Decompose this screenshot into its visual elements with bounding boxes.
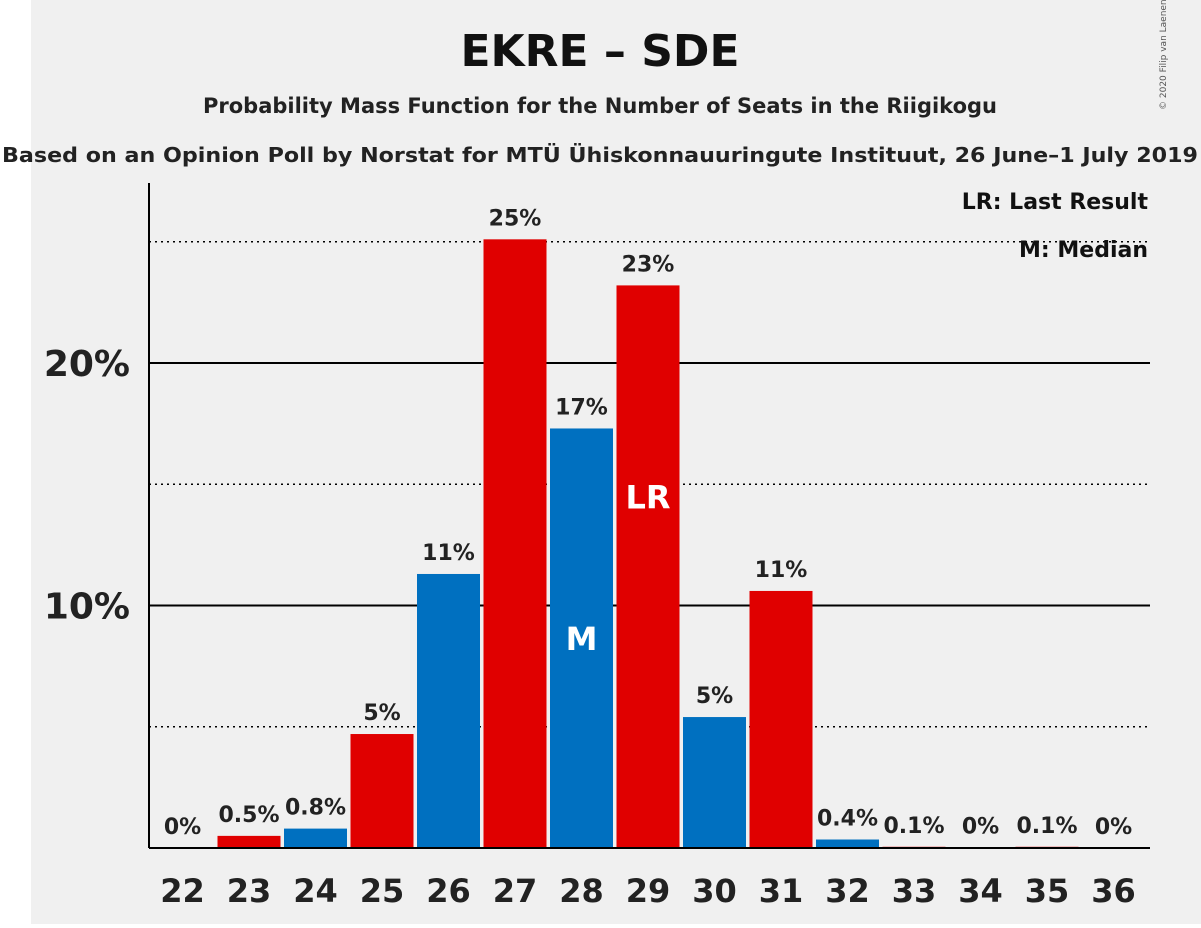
x-tick-label-32: 32 — [825, 872, 870, 910]
bar-29 — [617, 285, 680, 848]
data-label-35: 0.1% — [1016, 814, 1077, 839]
data-label-26: 11% — [422, 541, 475, 566]
chart-title: EKRE – SDE — [461, 26, 740, 77]
chart-source: Based on an Opinion Poll by Norstat for … — [2, 143, 1198, 167]
copyright-note: © 2020 Filip van Laenen — [1159, 0, 1169, 110]
data-label-22: 0% — [164, 815, 201, 840]
marker-m: M — [566, 620, 598, 658]
bar-31 — [750, 591, 813, 848]
x-tick-label-24: 24 — [293, 872, 338, 910]
y-tick-label: 10% — [44, 587, 130, 628]
bar-25 — [351, 734, 414, 848]
chart-subtitle: Probability Mass Function for the Number… — [203, 94, 997, 118]
x-tick-label-23: 23 — [227, 872, 272, 910]
x-tick-label-33: 33 — [892, 872, 937, 910]
x-tick-label-22: 22 — [160, 872, 205, 910]
bar-32 — [816, 840, 879, 848]
marker-lr: LR — [625, 479, 670, 517]
x-tick-label-31: 31 — [759, 872, 804, 910]
bar-23 — [218, 836, 281, 848]
data-label-32: 0.4% — [817, 807, 878, 832]
bar-26 — [417, 574, 480, 848]
data-label-27: 25% — [489, 206, 542, 231]
x-tick-label-34: 34 — [958, 872, 1003, 910]
x-tick-label-35: 35 — [1025, 872, 1070, 910]
data-label-31: 11% — [755, 558, 808, 583]
legend-last-result: LR: Last Result — [962, 190, 1149, 215]
x-tick-label-28: 28 — [559, 872, 604, 910]
data-label-28: 17% — [555, 395, 608, 420]
x-tick-label-36: 36 — [1091, 872, 1136, 910]
x-tick-label-26: 26 — [426, 872, 471, 910]
data-label-36: 0% — [1095, 815, 1132, 840]
data-label-30: 5% — [696, 684, 733, 709]
data-label-23: 0.5% — [218, 803, 279, 828]
x-tick-label-25: 25 — [360, 872, 405, 910]
bar-24 — [284, 829, 347, 848]
data-label-25: 5% — [363, 701, 400, 726]
data-label-24: 0.8% — [285, 796, 346, 821]
data-label-33: 0.1% — [883, 814, 944, 839]
x-tick-label-27: 27 — [493, 872, 538, 910]
x-tick-label-30: 30 — [692, 872, 737, 910]
data-label-29: 23% — [622, 252, 675, 277]
chart-background — [31, 0, 1201, 924]
y-tick-label: 20% — [44, 344, 130, 385]
data-label-34: 0% — [962, 815, 999, 840]
bar-30 — [683, 717, 746, 848]
x-tick-label-29: 29 — [626, 872, 671, 910]
legend-median: M: Median — [1019, 238, 1148, 263]
bar-27 — [484, 239, 547, 848]
